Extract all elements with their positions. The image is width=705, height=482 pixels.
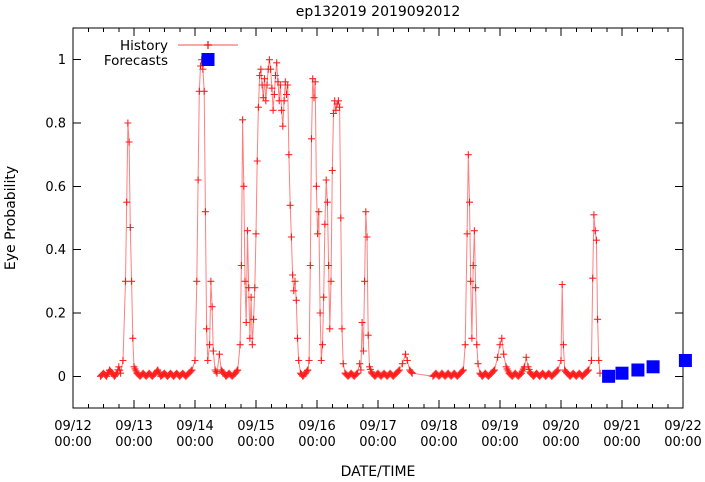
- x-tick-label-date: 09/19: [481, 419, 518, 434]
- x-tick-label-date: 09/13: [115, 419, 152, 434]
- legend-forecasts-label: Forecasts: [104, 53, 168, 69]
- y-tick-label: 1: [58, 53, 66, 68]
- forecast-point-square: [678, 354, 692, 367]
- forecast-point-square: [646, 360, 660, 374]
- x-tick-label-date: 09/16: [298, 419, 335, 434]
- forecast-point-square: [615, 366, 629, 380]
- y-axis-label: Eye Probability: [3, 166, 19, 270]
- x-tick-label-date: 09/15: [237, 419, 274, 434]
- chart-title: ep132019 2019092012: [296, 4, 460, 20]
- x-tick-label-time: 00:00: [115, 435, 152, 450]
- forecasts-series: [602, 354, 692, 383]
- history-series: [97, 56, 604, 380]
- axis-ticks: [72, 28, 684, 408]
- legend-history-sample: [178, 41, 238, 49]
- x-tick-label-time: 00:00: [298, 435, 335, 450]
- x-tick-label-date: 09/20: [542, 419, 579, 434]
- x-tick-label-date: 09/14: [176, 419, 213, 434]
- y-tick-label: 0.4: [45, 243, 66, 258]
- x-tick-label-date: 09/21: [603, 419, 640, 434]
- x-tick-label-time: 00:00: [603, 435, 640, 450]
- legend-history-plus-icon: [204, 41, 212, 49]
- y-tick-label: 0.6: [45, 180, 66, 195]
- x-tick-label-date: 09/18: [420, 419, 457, 434]
- x-tick-label-time: 00:00: [176, 435, 213, 450]
- x-tick-label-date: 09/22: [664, 419, 701, 434]
- x-tick-label-time: 00:00: [54, 435, 91, 450]
- x-tick-label-time: 00:00: [481, 435, 518, 450]
- x-tick-label-date: 09/17: [359, 419, 396, 434]
- legend-forecasts-square-icon: [201, 53, 215, 66]
- y-tick-label: 0.2: [45, 307, 66, 322]
- y-tick-label: 0: [58, 370, 66, 385]
- legend: History Forecasts: [104, 38, 238, 69]
- forecast-point-square: [631, 363, 645, 377]
- x-tick-label-time: 00:00: [542, 435, 579, 450]
- history-line: [100, 59, 601, 378]
- x-tick-label-time: 00:00: [420, 435, 457, 450]
- y-tick-label: 0.8: [45, 117, 66, 132]
- x-tick-label-time: 00:00: [237, 435, 274, 450]
- legend-history-label: History: [120, 38, 168, 54]
- plot-border: [72, 27, 684, 409]
- history-plus-markers: [97, 56, 604, 380]
- x-tick-label-time: 00:00: [359, 435, 396, 450]
- forecast-point-square: [602, 369, 616, 383]
- x-tick-label-time: 00:00: [664, 435, 701, 450]
- x-tick-label-date: 09/12: [54, 419, 91, 434]
- axis-tick-labels: 09/1200:0009/1300:0009/1400:0009/1500:00…: [45, 53, 701, 450]
- x-axis-label: DATE/TIME: [341, 464, 416, 480]
